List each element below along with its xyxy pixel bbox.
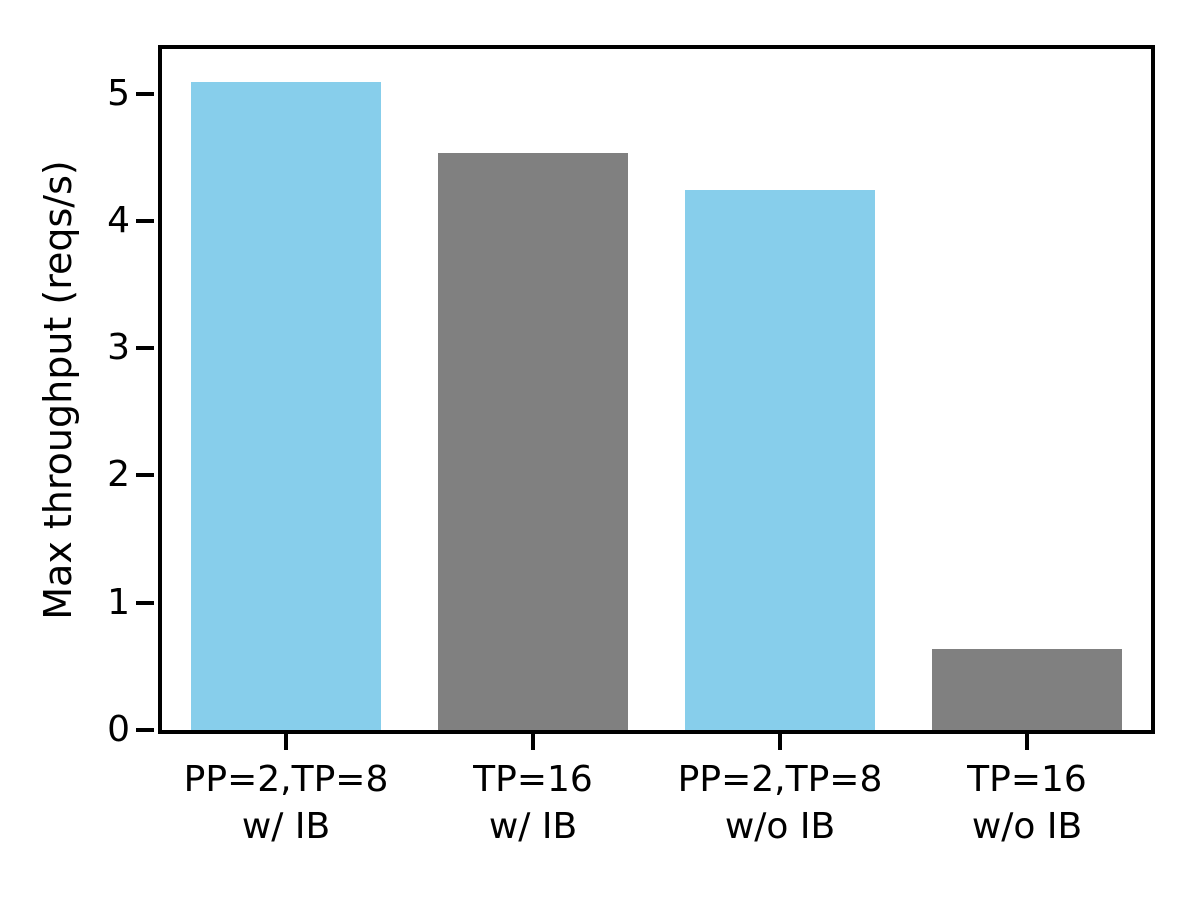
plot-inner: 0 1 2 3 4 5 PP=2,TP=8 w/ IB TP=16 w/ IB PP=2,TP=… <box>107 49 1151 847</box>
bar-0 <box>191 82 381 730</box>
x-tick-mark <box>284 734 288 750</box>
y-tick-label: 4 <box>107 200 130 241</box>
y-tick-label: 2 <box>107 454 130 495</box>
y-tick-label: 3 <box>107 327 130 368</box>
y-tick-label: 1 <box>107 582 130 623</box>
y-axis-label: Max throughput (reqs/s) <box>36 160 80 620</box>
plot-area: 0 1 2 3 4 5 PP=2,TP=8 w/ IB TP=16 w/ IB PP=2,TP=… <box>107 45 1155 847</box>
y-tick-mark <box>136 728 154 732</box>
bar-3 <box>932 649 1122 730</box>
x-tick-mark <box>778 734 782 750</box>
y-tick-label: 0 <box>107 709 130 750</box>
y-tick-mark <box>136 346 154 350</box>
y-tick-mark <box>136 92 154 96</box>
x-tick-label-2: PP=2,TP=8 w/o IB <box>677 759 883 847</box>
x-tick-label-1: TP=16 w/ IB <box>473 759 593 847</box>
y-tick-mark <box>136 601 154 605</box>
x-tick-mark <box>531 734 535 750</box>
y-tick-mark <box>136 219 154 223</box>
y-tick-label: 5 <box>107 73 130 114</box>
bar-2 <box>685 190 875 730</box>
x-tick-label-0: PP=2,TP=8 w/ IB <box>183 759 389 847</box>
x-tick-label-3: TP=16 w/o IB <box>967 759 1087 847</box>
x-tick-mark <box>1025 734 1029 750</box>
bar-1 <box>438 153 628 730</box>
y-tick-mark <box>136 473 154 477</box>
